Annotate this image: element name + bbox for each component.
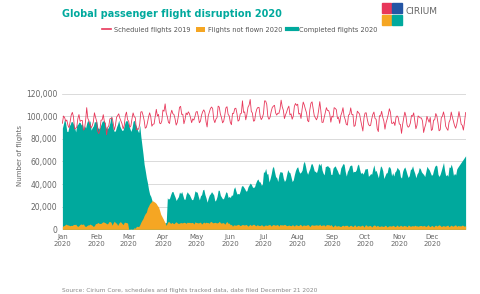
Legend: Scheduled flights 2019, Flights not flown 2020, Completed flights 2020: Scheduled flights 2019, Flights not flow… xyxy=(99,24,381,35)
Y-axis label: Number of flights: Number of flights xyxy=(17,125,23,186)
Text: Source: Cirium Core, schedules and flights tracked data, date filed December 21 : Source: Cirium Core, schedules and fligh… xyxy=(62,288,318,293)
Text: Global passenger flight disruption 2020: Global passenger flight disruption 2020 xyxy=(62,9,282,19)
Text: CIRIUM: CIRIUM xyxy=(406,7,438,16)
